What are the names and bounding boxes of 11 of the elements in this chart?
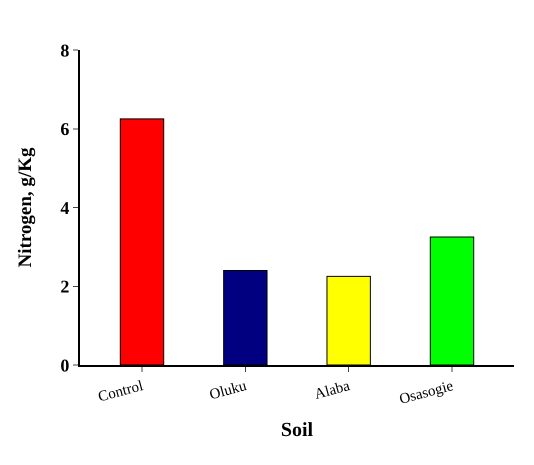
x-tick-label: Alaba [312, 378, 352, 403]
y-tick-label: 0 [60, 355, 70, 376]
y-tick-label: 4 [60, 198, 70, 218]
y-axis-title: Nitrogen, g/Kg [15, 147, 36, 268]
y-tick-label: 2 [60, 276, 70, 297]
y-tick-label: 8 [60, 40, 70, 60]
x-tick-label: Control [96, 378, 145, 406]
y-tick-label: 6 [60, 119, 70, 140]
x-axis-title: Soil [280, 419, 314, 441]
x-tick-label: Oluku [208, 378, 249, 404]
x-tick-label: Osasogie [398, 378, 456, 408]
